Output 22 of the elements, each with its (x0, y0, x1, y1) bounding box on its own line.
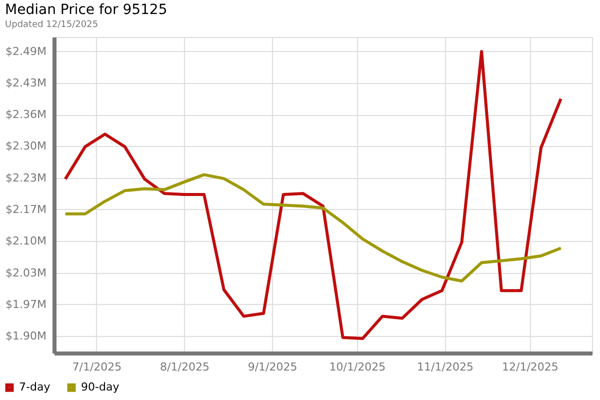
x-tick-label: 12/1/2025 (502, 360, 558, 374)
y-tick-label: $2.43M (6, 76, 46, 90)
y-tick-label: $2.03M (6, 266, 46, 280)
x-tick-label: 11/1/2025 (417, 360, 474, 374)
legend-label: 90-day (81, 380, 120, 394)
x-tick-label: 10/1/2025 (329, 360, 386, 374)
y-tick-label: $2.30M (6, 140, 46, 153)
x-tick-label: 7/1/2025 (72, 360, 122, 374)
line-series (64, 173, 562, 283)
x-tick-label: 9/1/2025 (248, 360, 298, 374)
y-tick-label: $2.17M (6, 202, 46, 216)
y-tick-label: $2.10M (6, 234, 46, 248)
chart-title: Median Price for 95125 (5, 2, 168, 18)
chart-subtitle: Updated 12/15/2025 (5, 20, 98, 30)
y-tick-label: $2.23M (6, 171, 46, 184)
y-tick-label: $1.97M (6, 298, 46, 311)
legend-label: 7-day (19, 380, 51, 394)
y-tick-label: $2.36M (6, 108, 46, 122)
y-tick-label: $2.49M (6, 44, 46, 58)
line-series (64, 50, 562, 340)
x-tick-label: 8/1/2025 (160, 360, 210, 374)
y-tick-label: $1.90M (6, 330, 46, 343)
